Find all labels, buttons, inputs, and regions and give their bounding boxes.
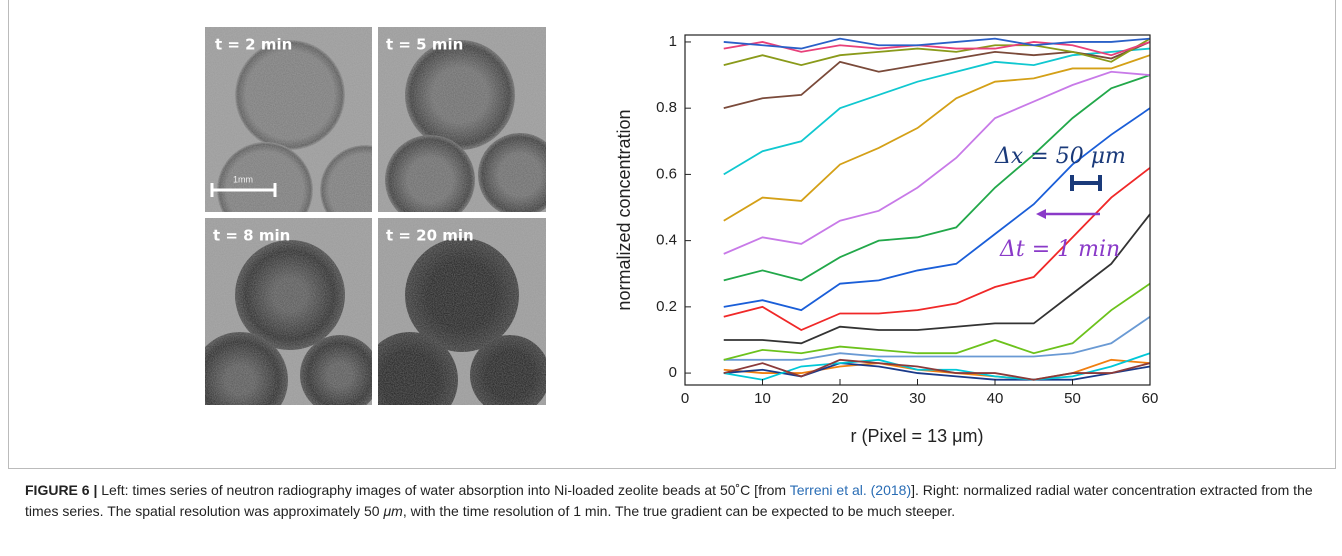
x-tick-label: 50 — [1064, 390, 1081, 407]
panel-label: t = 2 min — [215, 36, 292, 54]
plot-frame — [684, 34, 1151, 386]
radiography-panels: 1mm t = 2 min t = 5 min t = 8 min t = 20 — [205, 27, 546, 405]
y-tick-label: 0.2 — [656, 298, 677, 315]
x-tick-label: 10 — [754, 390, 771, 407]
y-tick-label: 0.8 — [656, 99, 677, 116]
series-line — [723, 362, 1151, 381]
caption: FIGURE 6 | Left: times series of neutron… — [25, 480, 1315, 522]
annotation: Δt = 1 min — [999, 237, 1120, 262]
series-line — [723, 37, 1151, 67]
series-line — [723, 41, 1151, 110]
x-tick-label: 0 — [681, 390, 689, 407]
caption-text: Left: times series of neutron radiograph… — [97, 482, 790, 498]
series-line — [723, 167, 1151, 332]
resolution-bar — [1070, 175, 1102, 191]
reference-link[interactable]: Terreni et al. (2018) — [789, 482, 912, 498]
scale-bar-label: 1mm — [233, 174, 253, 184]
series-line — [723, 70, 1151, 255]
series-line — [723, 37, 1151, 50]
series-line — [723, 282, 1151, 361]
caption-text: , with the time resolution of 1 min. The… — [402, 503, 956, 519]
y-tick-label: 0.6 — [656, 165, 677, 182]
series-line — [723, 74, 1151, 282]
panel-label: t = 5 min — [386, 36, 463, 54]
series-line — [723, 316, 1151, 361]
x-tick-label: 20 — [832, 390, 849, 407]
caption-text: ]. Right: normalized radial water concen… — [25, 482, 1313, 519]
figure-frame — [8, 0, 1336, 469]
panel-label: t = 20 min — [386, 227, 474, 245]
annotation: Δx = 50 μm — [994, 144, 1126, 169]
x-tick-label: 60 — [1142, 390, 1159, 407]
time-arrow — [1036, 209, 1100, 219]
caption-label: FIGURE 6 | — [25, 482, 98, 498]
series-line — [723, 107, 1151, 312]
series-line — [723, 358, 1151, 381]
x-axis-label: r (Pixel = 13 μm) — [851, 426, 984, 446]
panel: t = 5 min — [378, 27, 546, 212]
panel-label: t = 8 min — [213, 227, 290, 245]
series-line — [723, 358, 1151, 381]
panel: 1mm t = 2 min — [205, 27, 372, 212]
caption-unit: μm — [383, 503, 403, 519]
y-tick-label: 1 — [669, 33, 677, 50]
x-tick-label: 30 — [909, 390, 926, 407]
y-tick-label: 0.4 — [656, 232, 677, 249]
series-line — [723, 41, 1151, 57]
panel: t = 8 min — [205, 218, 372, 405]
series-line — [723, 54, 1151, 222]
plot: 0 10 20 30 40 50 60 0 0.2 0.4 0.6 0.8 1 — [656, 33, 1158, 407]
y-tick-label: 0 — [669, 364, 677, 381]
y-axis-label: normalized concentration — [614, 109, 634, 310]
series-line — [723, 213, 1151, 345]
x-tick-label: 40 — [987, 390, 1004, 407]
series-line — [723, 47, 1151, 176]
figure: 1mm t = 2 min t = 5 min t = 8 min t = 20 — [205, 27, 1158, 446]
panel: t = 20 min — [378, 218, 546, 405]
